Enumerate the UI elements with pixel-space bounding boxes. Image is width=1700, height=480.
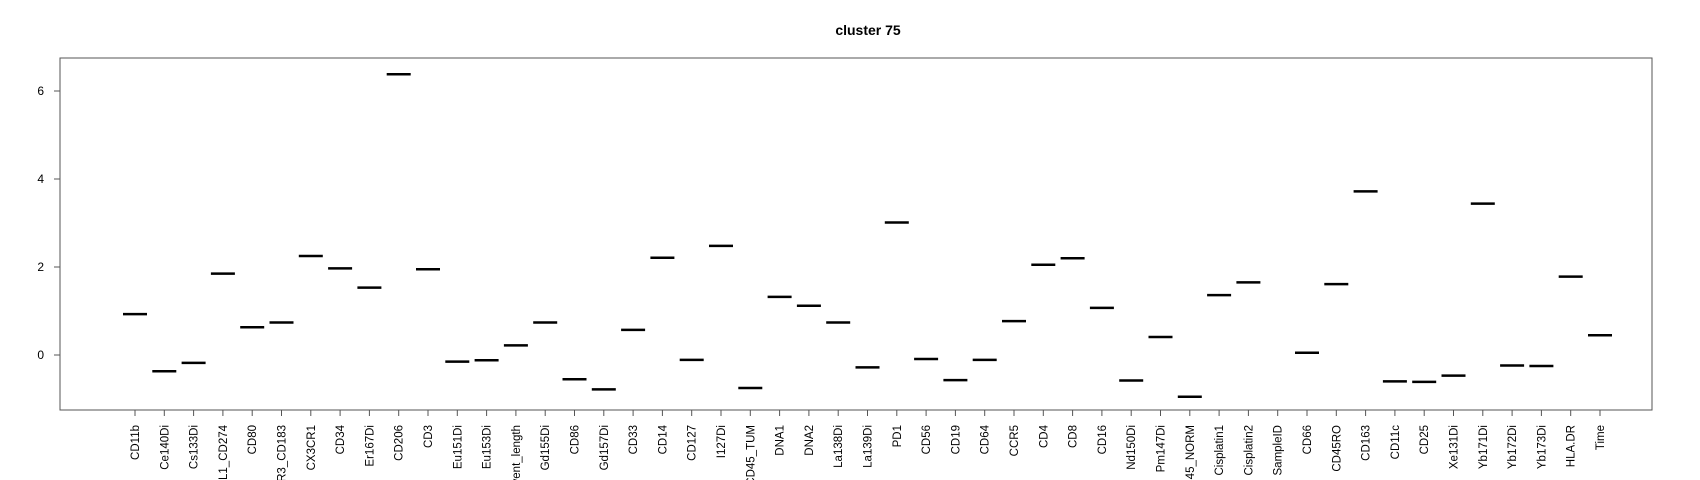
x-tick-label: 45_NORM [1185,425,1197,479]
x-tick-label: Yb172Di [1507,425,1519,469]
x-tick-label: CD206 [394,425,406,461]
x-tick-label: CD86 [570,425,582,454]
y-tick-label: 2 [37,260,44,274]
x-tick-label: vent_length [511,425,523,480]
x-tick-label: CD11b [130,425,142,460]
x-tick-label: CD4 [1038,424,1050,448]
x-tick-label: Eu151Di [452,425,464,469]
x-tick-label: CD14 [657,424,669,454]
x-tick-label: CD33 [628,425,640,454]
x-tick-label: DNA1 [775,425,787,456]
x-tick-label: CX3CR1 [306,425,318,470]
y-tick-label: 0 [37,348,44,362]
y-tick-label: 6 [37,84,44,98]
plot-frame [59,57,1653,411]
x-tick-label: CD19 [950,425,962,454]
x-tick-label: CD66 [1302,425,1314,454]
x-tick-label: SampleID [1273,425,1285,476]
x-tick-label: Gd155Di [540,425,552,470]
x-tick-label: Pm147Di [1156,425,1168,472]
x-tick-label: L1_CD274 [218,424,230,480]
x-tick-label: Xe131Di [1449,425,1461,469]
chart-title: cluster 75 [835,22,901,38]
x-tick-label: CD127 [687,425,699,461]
x-tick-label: CD34 [335,424,347,454]
x-axis: CD11b Ce140Di Cs133Di L1_CD274 CD80 R3_CD183 C… [130,410,1607,480]
x-tick-label: PD1 [892,425,904,447]
y-axis: 0 2 4 6 [37,84,60,362]
x-tick-label: R3_CD183 [277,425,289,480]
x-tick-label: Time [1595,425,1607,450]
x-tick-label: CD16 [1097,425,1109,454]
x-tick-label: CD56 [921,425,933,454]
x-tick-label: La138Di [833,425,845,468]
x-tick-label: CD80 [247,425,259,454]
x-tick-label: Cisplatin1 [1214,425,1226,476]
x-tick-label: CCR5 [1009,425,1021,456]
x-tick-label: HLA.DR [1566,425,1578,467]
x-tick-label: I127Di [716,425,728,458]
x-tick-label: CD64 [980,424,992,454]
x-tick-label: Ce140Di [159,425,171,470]
data-marks [123,73,1612,399]
x-tick-label: CD25 [1419,425,1431,454]
x-tick-label: Cisplatin2 [1243,425,1255,476]
x-tick-label: Nd150Di [1126,425,1138,470]
x-tick-label: Eu153Di [482,425,494,469]
x-tick-label: CD45_TUM [745,425,757,480]
x-tick-label: Gd157Di [599,425,611,470]
y-tick-label: 4 [37,172,44,186]
x-tick-label: CD8 [1068,425,1080,448]
x-tick-label: CD11c [1390,425,1402,460]
x-tick-label: DNA2 [804,425,816,456]
x-tick-label: Cs133Di [189,425,201,469]
x-tick-label: CD163 [1361,425,1373,461]
x-tick-label: Yb171Di [1478,425,1490,469]
x-tick-label: Yb173Di [1536,425,1548,469]
x-tick-label: Er167Di [364,425,376,467]
x-tick-label: La139Di [863,425,875,468]
x-tick-label: CD45RO [1331,425,1343,472]
x-tick-label: CD3 [423,425,435,448]
